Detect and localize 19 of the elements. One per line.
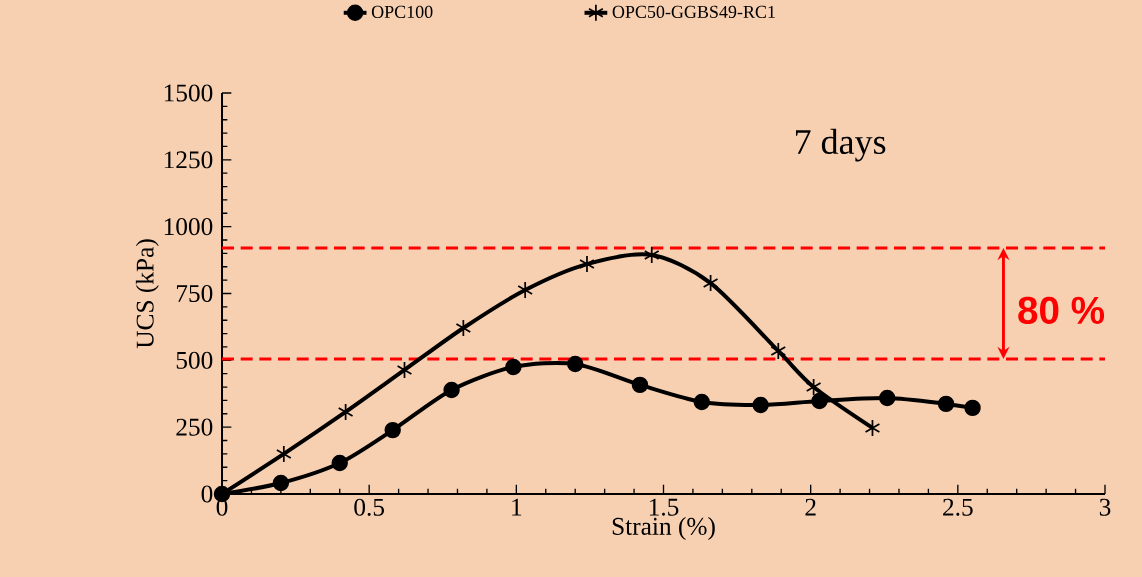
x-tick-label: 1.5 (649, 498, 679, 516)
annotation: 7 days (795, 128, 886, 162)
y-tick-label: 1500 (164, 84, 213, 102)
y-tick-label: 250 (176, 418, 213, 436)
legend-label: OPC50-GGBS49-RC1 (612, 5, 775, 18)
y-tick-label: 500 (176, 351, 213, 369)
x-axis-title: Strain (%) (612, 517, 715, 541)
x-tick-label: 0.5 (354, 498, 385, 516)
x-tick-label: 2.5 (943, 498, 973, 516)
x-tick-label: 1 (512, 498, 522, 516)
annotation: 80 % (1018, 296, 1105, 325)
x-tick-label: 2 (805, 498, 816, 516)
x-tick-label: 3 (1099, 498, 1111, 516)
y-tick-label: 1000 (164, 218, 213, 236)
y-tick-label: 1250 (164, 151, 213, 169)
y-axis-title: UCS (kPa) (135, 239, 159, 349)
y-tick-label: 0 (201, 485, 213, 503)
legend-label: OPC100 (371, 5, 433, 18)
y-tick-label: 750 (176, 284, 213, 303)
